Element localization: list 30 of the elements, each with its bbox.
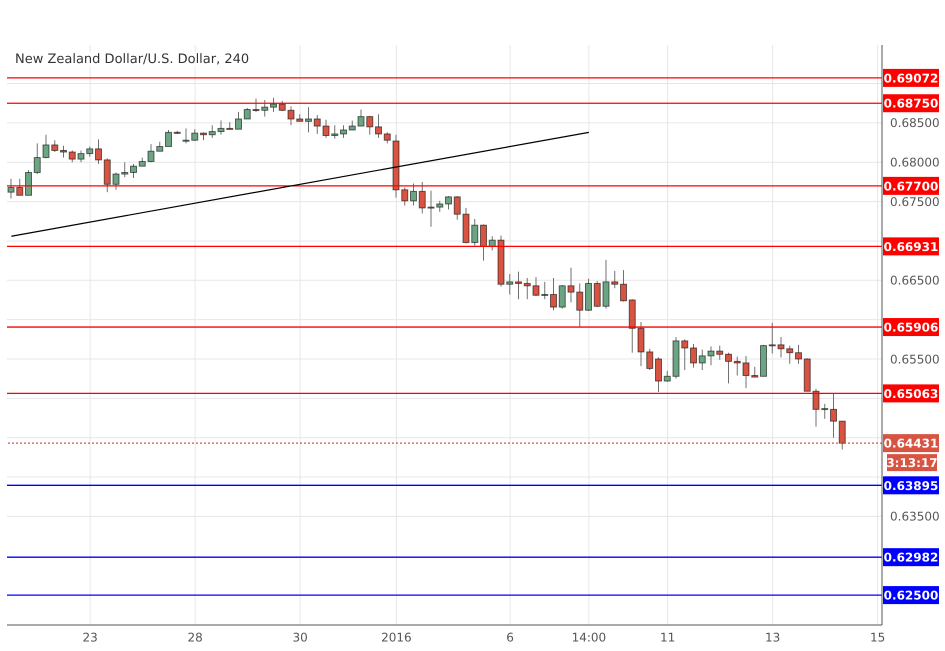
ref-line-label: 0.63895 [884,478,938,493]
x-tick-label: 13 [764,630,780,645]
x-tick-label: 15 [870,630,886,645]
y-tick-label: 0.68500 [890,116,940,130]
ref-line-label: 0.67700 [884,179,938,194]
y-tick-label: 0.66500 [890,274,940,288]
ref-line-label: 0.62982 [884,550,938,565]
x-tick-label: 23 [82,630,98,645]
x-tick-label: 28 [187,630,203,645]
candlestick [8,178,14,199]
text: New Zealand Dollar/U.S. Dollar, 240 [15,52,250,67]
ref-line-label: 0.65063 [884,386,938,401]
ref-line-label: 0.66931 [884,240,938,254]
x-tick-label: 14:00 [572,630,606,645]
x-tick-label: 6 [506,630,514,645]
y-tick-label: 0.67500 [890,194,940,209]
ref-line-label: 0.62500 [884,588,938,603]
candlestick [182,128,190,144]
x-tick-label: 11 [660,630,676,645]
y-tick-label: 0.65500 [890,352,940,366]
ref-line-label: 0.69072 [884,71,938,86]
x-tick-label: 2016 [381,630,412,645]
candlestick [384,132,391,144]
x-tick-label: 30 [292,630,308,645]
ref-line-label: 0.64431 [884,436,938,451]
ref-line-label: 0.65906 [884,320,938,335]
text: 3:13:17 [886,456,938,470]
y-tick-label: 0.63500 [890,510,940,524]
ref-line-label: 0.68750 [884,96,938,111]
y-tick-label: 0.68000 [890,156,940,170]
